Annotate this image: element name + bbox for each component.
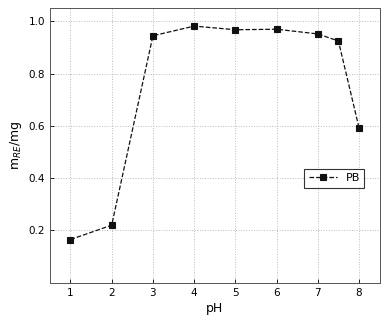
Y-axis label: m$_{RE}$/mg: m$_{RE}$/mg xyxy=(8,121,24,170)
PB xyxy=(233,28,238,32)
PB xyxy=(68,238,73,242)
Line: PB: PB xyxy=(68,23,362,242)
PB xyxy=(357,126,361,130)
PB xyxy=(109,223,114,227)
PB xyxy=(192,24,196,28)
PB xyxy=(274,27,279,31)
Legend: PB: PB xyxy=(304,169,364,188)
X-axis label: pH: pH xyxy=(206,302,223,315)
PB xyxy=(315,32,320,36)
PB xyxy=(336,39,341,43)
PB xyxy=(151,34,155,38)
